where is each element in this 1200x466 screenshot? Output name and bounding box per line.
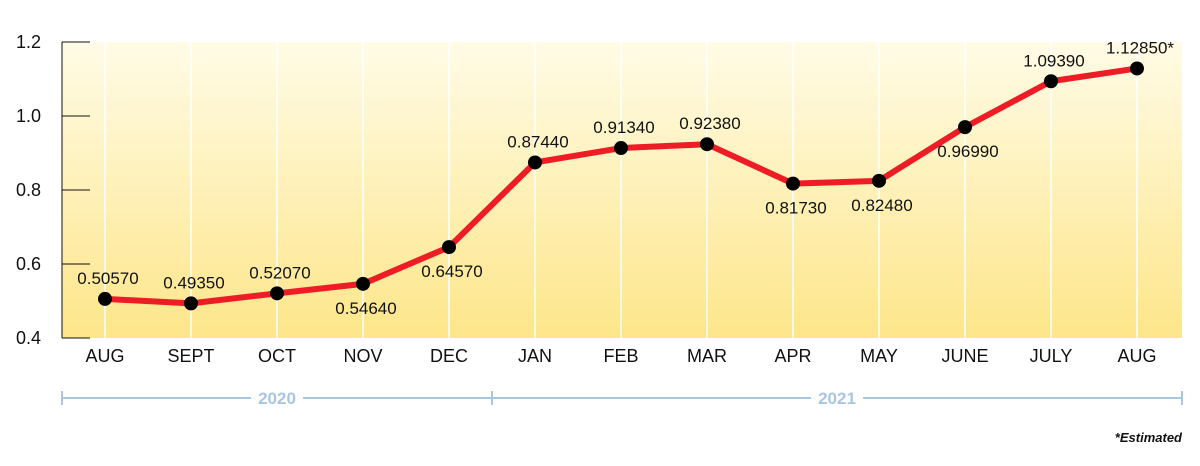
y-tick-label: 1.0 bbox=[16, 106, 41, 126]
x-tick-label: JUNE bbox=[941, 346, 988, 366]
data-point bbox=[614, 141, 628, 156]
data-point bbox=[786, 176, 800, 191]
data-label: 0.87440 bbox=[507, 132, 568, 151]
data-label: 1.12850* bbox=[1106, 38, 1174, 57]
x-tick-label: MAR bbox=[687, 346, 727, 366]
data-point bbox=[872, 173, 886, 188]
year-label: 2021 bbox=[818, 389, 856, 408]
data-label: 0.54640 bbox=[335, 299, 396, 318]
data-point bbox=[528, 155, 542, 170]
data-label: 0.96990 bbox=[937, 142, 998, 161]
x-tick-label: JAN bbox=[518, 346, 552, 366]
data-labels: 0.50570 0.49350 0.52070 0.54640 0.64570 0.874… bbox=[77, 38, 1174, 317]
year-groups: 2020 2021 bbox=[61, 389, 1183, 408]
year-label: 2020 bbox=[258, 389, 296, 408]
data-point bbox=[442, 240, 456, 255]
data-label: 0.91340 bbox=[593, 118, 654, 137]
data-label: 1.09390 bbox=[1023, 51, 1084, 70]
plot-background bbox=[62, 42, 1182, 338]
y-tick-label: 0.6 bbox=[16, 254, 41, 274]
x-tick-label: APR bbox=[774, 346, 811, 366]
data-label: 0.92380 bbox=[679, 114, 740, 133]
x-axis-labels: AUG SEPT OCT NOV DEC JAN FEB MAR APR MAY JUNE JULY A… bbox=[85, 346, 1156, 366]
x-tick-label: AUG bbox=[85, 346, 124, 366]
x-tick-label: MAY bbox=[860, 346, 898, 366]
data-point bbox=[1130, 61, 1144, 76]
grid-lines bbox=[104, 42, 1138, 338]
x-tick-label: JULY bbox=[1030, 346, 1073, 366]
data-point bbox=[356, 276, 370, 291]
data-point bbox=[98, 291, 112, 306]
data-label: 0.52070 bbox=[249, 263, 310, 282]
data-label: 0.49350 bbox=[163, 273, 224, 292]
data-label: 0.81730 bbox=[765, 199, 826, 218]
x-tick-label: NOV bbox=[343, 346, 382, 366]
x-tick-label: FEB bbox=[603, 346, 638, 366]
data-point bbox=[1044, 74, 1058, 89]
footnote: *Estimated bbox=[1115, 430, 1183, 445]
data-point bbox=[700, 137, 714, 152]
x-tick-label: DEC bbox=[430, 346, 468, 366]
data-label: 0.82480 bbox=[851, 196, 912, 215]
data-point bbox=[270, 286, 284, 301]
data-label: 0.64570 bbox=[421, 262, 482, 281]
data-label: 0.50570 bbox=[77, 269, 138, 288]
data-point bbox=[958, 120, 972, 135]
x-tick-label: AUG bbox=[1117, 346, 1156, 366]
y-tick-label: 1.2 bbox=[16, 32, 41, 52]
data-point bbox=[184, 296, 198, 311]
y-axis: 0.4 0.6 0.8 1.0 1.2 bbox=[16, 32, 90, 348]
data-markers bbox=[98, 61, 1144, 311]
y-tick-label: 0.8 bbox=[16, 180, 41, 200]
y-tick-label: 0.4 bbox=[16, 328, 41, 348]
x-tick-label: OCT bbox=[258, 346, 296, 366]
x-tick-label: SEPT bbox=[167, 346, 214, 366]
